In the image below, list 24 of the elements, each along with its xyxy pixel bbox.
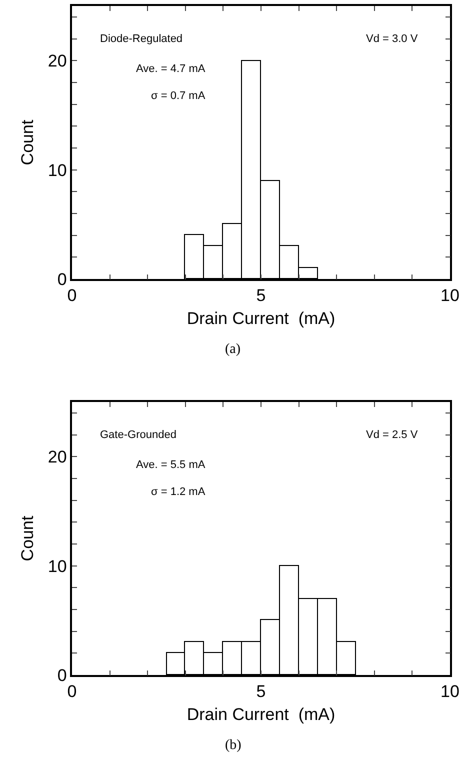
y-tick-label: 10 (48, 556, 67, 576)
x-axis-title: Drain Current (mA) (186, 309, 336, 328)
annotation: Ave. = 5.5 mA (136, 459, 206, 471)
x-tick-label: 5 (256, 682, 266, 702)
text: (b) (225, 738, 242, 753)
y-axis-title: Count (18, 120, 37, 166)
annotation: Diode-Regulated (100, 33, 183, 45)
annotation: Gate-Grounded (100, 429, 176, 441)
y-tick-label: 0 (57, 270, 67, 289)
annotation: Vd = 3.0 V (366, 33, 418, 45)
x-tick-label: 10 (440, 682, 460, 702)
x-tick-label: 5 (256, 286, 266, 306)
y-tick-label: 20 (48, 52, 67, 71)
x-axis-title: Drain Current (mA) (186, 705, 336, 724)
annotation: Ave. = 4.7 mA (136, 63, 206, 75)
annotation: Vd = 2.5 V (366, 429, 418, 441)
y-tick-label: 0 (57, 666, 67, 685)
text: (a) (225, 342, 241, 357)
y-tick-label: 20 (48, 448, 67, 467)
annotation: σ = 1.2 mA (151, 486, 206, 498)
annotation: σ = 0.7 mA (151, 90, 206, 102)
x-tick-label: 10 (440, 286, 460, 306)
y-tick-label: 10 (48, 160, 67, 180)
y-axis-title: Count (18, 516, 37, 562)
